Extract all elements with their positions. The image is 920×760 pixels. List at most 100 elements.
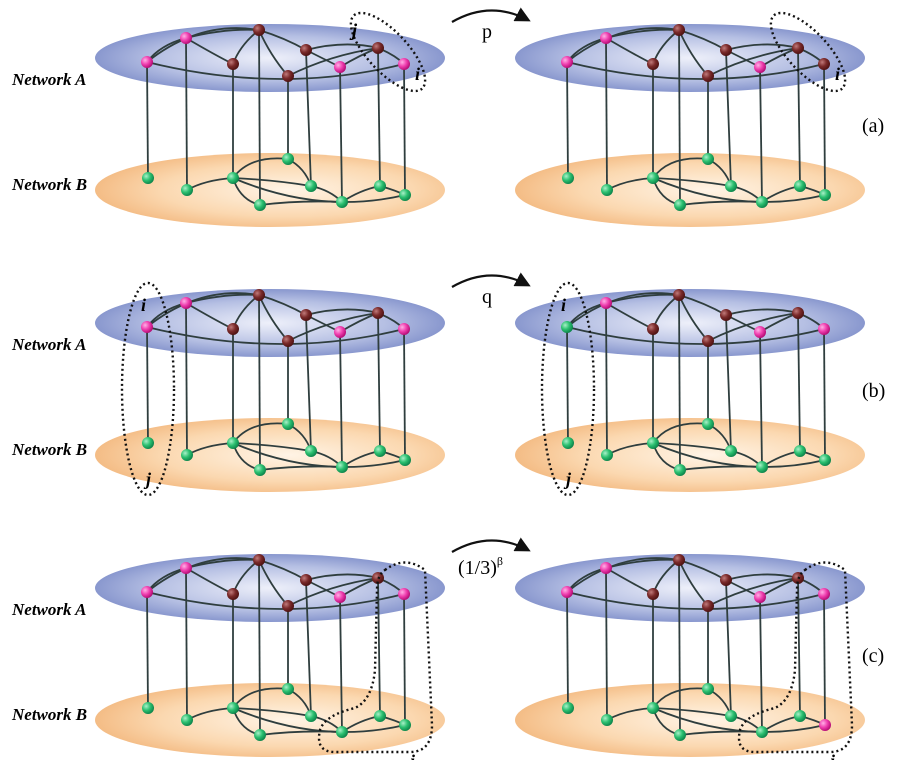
node [372, 42, 384, 54]
node [756, 196, 768, 208]
interlink [678, 29, 681, 206]
node [794, 445, 806, 457]
outline [349, 11, 427, 93]
node [399, 454, 411, 466]
interlink [305, 314, 312, 452]
row: Network A Network B (c) (1/3)β i i [11, 537, 884, 760]
interlink [185, 567, 188, 721]
outline [540, 281, 596, 497]
layer-b [95, 153, 445, 227]
node [227, 323, 239, 335]
node [818, 323, 830, 335]
edge [232, 442, 312, 452]
node [398, 58, 410, 70]
node [725, 710, 737, 722]
edge [146, 61, 405, 80]
network-b-label: Network B [11, 175, 87, 194]
node [305, 710, 317, 722]
node [142, 437, 154, 449]
outline [317, 561, 434, 754]
node [754, 591, 766, 603]
interlink [759, 66, 763, 203]
edge [185, 28, 260, 39]
node [180, 562, 192, 574]
node [300, 309, 312, 321]
node [702, 335, 714, 347]
network-panel [95, 554, 445, 757]
node [336, 726, 348, 738]
interlink [305, 49, 312, 187]
node [818, 588, 830, 600]
interlink [146, 591, 149, 709]
interlink [725, 579, 732, 717]
node-label: i [415, 64, 420, 84]
node [253, 554, 265, 566]
node [673, 289, 685, 301]
network-panel [95, 24, 445, 227]
node [756, 461, 768, 473]
interlink [403, 593, 406, 726]
interlink [185, 302, 188, 456]
node [702, 70, 714, 82]
edge [566, 557, 680, 593]
node-label: i [561, 295, 566, 315]
row-label: (c) [862, 645, 884, 667]
node [282, 683, 294, 695]
interlink [823, 328, 826, 461]
transition-arrow [451, 7, 531, 23]
layer-b [95, 418, 445, 492]
interlink [566, 326, 569, 444]
row-label: (a) [862, 115, 884, 137]
node [792, 572, 804, 584]
interlink [403, 63, 406, 196]
interlink [403, 328, 406, 461]
outline [737, 561, 854, 754]
node [561, 56, 573, 68]
node [702, 600, 714, 612]
node [756, 726, 768, 738]
edge [707, 312, 799, 342]
edge [725, 573, 799, 581]
dotted-outline [120, 281, 176, 497]
node [374, 710, 386, 722]
interlink [797, 47, 801, 187]
node [647, 437, 659, 449]
interlink [146, 61, 149, 179]
interlink [339, 596, 343, 733]
node [600, 32, 612, 44]
edge [232, 177, 406, 203]
edge [725, 308, 799, 316]
node [819, 189, 831, 201]
edge [305, 43, 379, 51]
edge [605, 28, 680, 39]
edge [232, 177, 312, 187]
interlink [339, 66, 343, 203]
layer-b [95, 683, 445, 757]
node [647, 588, 659, 600]
network-panel [515, 24, 865, 227]
network-a-label: Network A [11, 70, 86, 89]
layer-b [515, 683, 865, 757]
interlink [339, 331, 343, 468]
node [372, 307, 384, 319]
node [282, 600, 294, 612]
node [398, 323, 410, 335]
edge [566, 591, 825, 610]
interlink [823, 593, 826, 726]
node [725, 180, 737, 192]
network-b-label: Network B [11, 705, 87, 724]
interlink [566, 591, 569, 709]
edge [652, 707, 732, 717]
interlink [258, 559, 261, 736]
outline [769, 11, 847, 93]
node [561, 321, 573, 333]
edge [146, 326, 405, 345]
node [754, 326, 766, 338]
node [253, 24, 265, 36]
node [792, 42, 804, 54]
edge [605, 558, 680, 569]
node [819, 719, 831, 731]
network-a-label: Network A [11, 600, 86, 619]
rate-label: q [482, 286, 492, 308]
edge [652, 442, 826, 468]
